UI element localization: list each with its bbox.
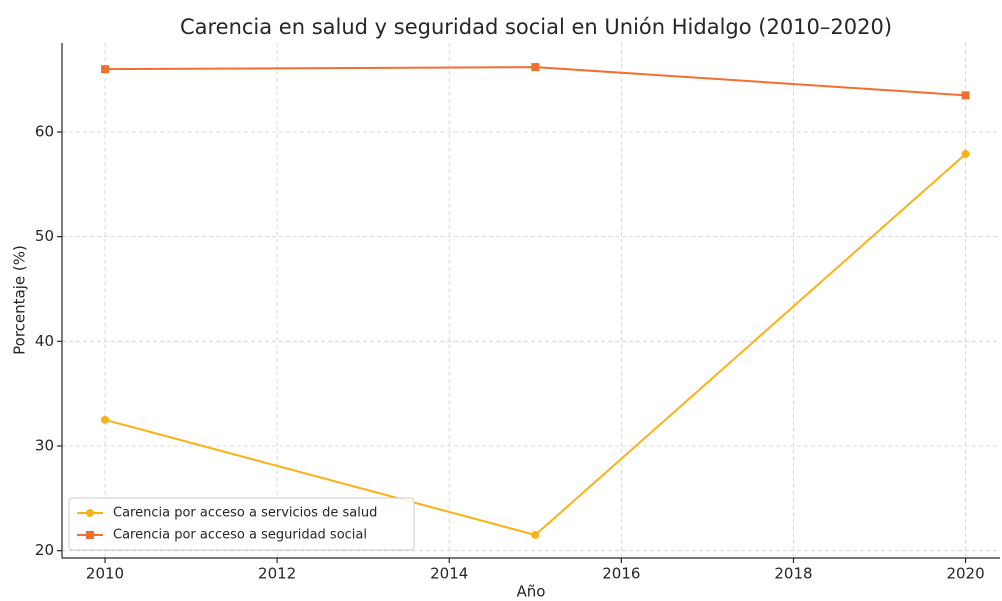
y-tick-label: 20 [35, 541, 54, 559]
legend-label: Carencia por acceso a seguridad social [113, 528, 367, 543]
x-axis-label: Año [517, 583, 546, 601]
y-tick-label: 60 [35, 122, 54, 140]
legend-box [68, 497, 415, 551]
x-tick-label: 2020 [946, 565, 984, 583]
x-tick-label: 2016 [602, 565, 640, 583]
x-tick-label: 2012 [258, 565, 296, 583]
chart-title: Carencia en salud y seguridad social en … [180, 15, 892, 39]
y-tick-label: 40 [35, 332, 54, 350]
x-tick-label: 2018 [774, 565, 812, 583]
series-line [104, 153, 967, 537]
x-tick-label: 2010 [86, 565, 124, 583]
y-tick-label: 30 [35, 436, 54, 454]
marker [961, 149, 970, 158]
legend-label: Carencia por acceso a servicios de salud [113, 506, 377, 521]
marker [101, 65, 110, 74]
marker [531, 63, 540, 72]
y-tick-label: 50 [35, 227, 54, 245]
series-line [105, 66, 966, 97]
marker [961, 91, 970, 100]
legend-marker [86, 531, 94, 539]
y-axis-label: Porcentaje (%) [11, 245, 29, 355]
legend-marker [86, 509, 94, 517]
marker [531, 530, 540, 539]
x-tick-label: 2014 [430, 565, 468, 583]
marker [101, 415, 110, 424]
